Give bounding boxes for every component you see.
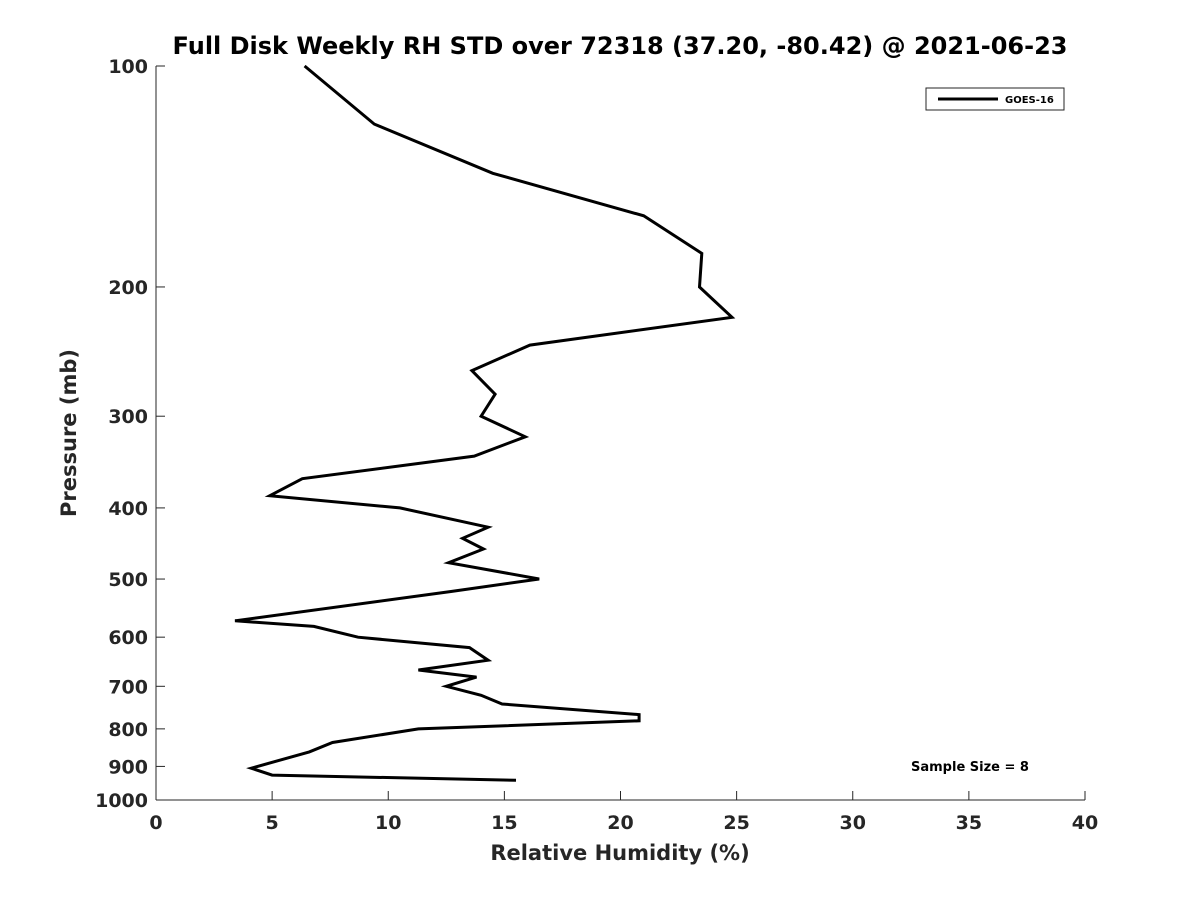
x-tick-label: 5 <box>266 812 279 834</box>
y-tick-label: 600 <box>108 627 148 649</box>
legend: GOES-16 <box>925 87 1065 111</box>
x-tick-label: 0 <box>149 812 162 834</box>
x-tick-label: 25 <box>723 812 749 834</box>
y-tick-label: 300 <box>108 406 148 428</box>
chart-title: Full Disk Weekly RH STD over 72318 (37.2… <box>173 32 1068 60</box>
x-axis-label: Relative Humidity (%) <box>490 841 749 865</box>
y-tick-label: 700 <box>108 676 148 698</box>
y-tick-label: 900 <box>108 756 148 778</box>
y-tick-label: 100 <box>108 56 148 78</box>
y-axis-label: Pressure (mb) <box>57 349 81 517</box>
series-line-goes-16 <box>234 64 736 782</box>
x-tick-label: 20 <box>607 812 633 834</box>
x-tick-label: 15 <box>491 812 517 834</box>
y-tick-label: 1000 <box>95 790 148 812</box>
x-tick-label: 40 <box>1072 812 1098 834</box>
y-ticks: 100 200 300 400 500 600 700 800 900 1000 <box>95 56 165 812</box>
y-tick-label: 500 <box>108 569 148 591</box>
x-tick-label: 30 <box>840 812 866 834</box>
y-tick-label: 800 <box>108 719 148 741</box>
x-tick-label: 35 <box>956 812 982 834</box>
y-tick-label: 200 <box>108 277 148 299</box>
series-layer <box>234 64 736 782</box>
sample-size-annotation: Sample Size = 8 <box>911 760 1029 775</box>
legend-label: GOES-16 <box>1005 95 1054 106</box>
x-tick-label: 10 <box>375 812 401 834</box>
y-tick-label: 400 <box>108 498 148 520</box>
plot-area: 0 5 10 15 20 25 30 35 40 100 200 300 400 500 600 700 80… <box>95 56 1098 834</box>
x-ticks: 0 5 10 15 20 25 30 35 40 <box>149 791 1098 834</box>
